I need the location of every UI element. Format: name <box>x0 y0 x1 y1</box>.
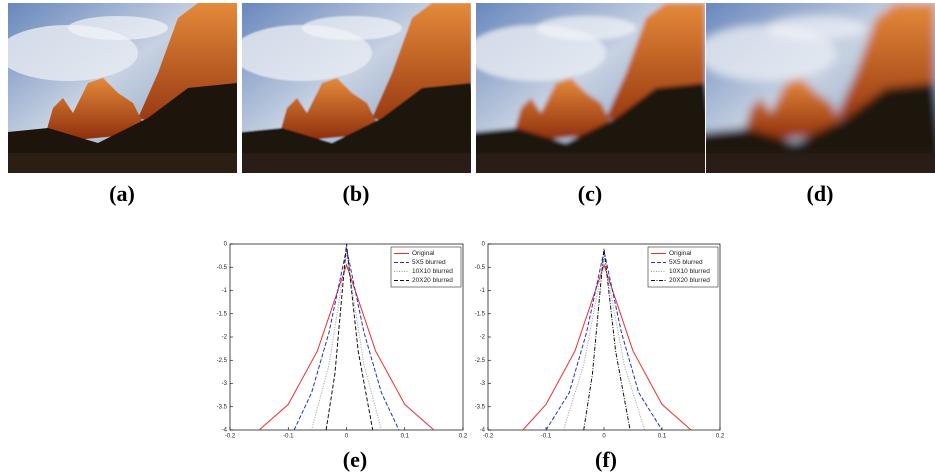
x-tick-label: 0 <box>345 434 349 440</box>
series-line <box>325 243 374 431</box>
caption: (c) <box>578 181 602 206</box>
caption: (b) <box>343 181 370 206</box>
legend-label: 5X5 blurred <box>669 259 703 266</box>
photo <box>8 3 237 173</box>
legend-label: 10X10 blurred <box>669 268 710 275</box>
y-tick-label: -2.5 <box>217 358 228 364</box>
caption: (a) <box>109 181 135 206</box>
x-tick-label: -0.1 <box>283 434 294 440</box>
y-tick-label: -2 <box>480 335 486 341</box>
series-line <box>545 250 663 431</box>
x-tick-label: 0.1 <box>658 434 667 440</box>
y-tick-label: -4 <box>480 428 486 434</box>
x-tick-label: 0 <box>602 434 606 440</box>
caption: (d) <box>807 181 834 206</box>
legend-label: 5X5 blurred <box>412 259 446 266</box>
y-tick-label: -0.5 <box>475 265 486 271</box>
y-tick-label: -1.5 <box>475 311 486 317</box>
x-tick-label: 0.2 <box>459 434 468 440</box>
x-tick-label: 0.2 <box>716 434 725 440</box>
photo <box>242 3 471 173</box>
x-tick-label: -0.2 <box>483 434 494 440</box>
legend-label: Original <box>669 250 692 257</box>
x-tick-label: 0.1 <box>401 434 410 440</box>
caption: (e) <box>343 447 367 472</box>
x-tick-label: -0.2 <box>225 434 236 440</box>
legend-label: Original <box>412 250 435 257</box>
y-tick-label: -3 <box>222 381 228 387</box>
caption: (f) <box>595 447 617 472</box>
y-tick-label: -3.5 <box>475 404 486 410</box>
y-tick-label: 0 <box>224 242 228 248</box>
y-tick-label: -2 <box>222 335 228 341</box>
series-line <box>311 253 382 431</box>
y-tick-label: -2.5 <box>475 358 486 364</box>
y-tick-label: -4 <box>222 428 228 434</box>
y-tick-label: -1 <box>480 288 486 294</box>
y-tick-label: -0.5 <box>217 265 228 271</box>
series-line <box>522 263 692 431</box>
series-line <box>583 248 631 431</box>
photo <box>476 3 705 173</box>
series-line <box>562 257 646 431</box>
legend-label: 10X10 blurred <box>412 268 453 275</box>
photo <box>706 3 935 173</box>
y-tick-label: -1.5 <box>217 311 228 317</box>
y-tick-label: -1 <box>222 288 228 294</box>
y-tick-label: 0 <box>482 242 486 248</box>
y-tick-label: -3.5 <box>217 404 228 410</box>
legend-label: 20X20 blurred <box>669 277 710 284</box>
series-line <box>258 263 435 431</box>
y-tick-label: -3 <box>480 381 486 387</box>
series-line <box>293 248 400 431</box>
legend-label: 20X20 blurred <box>412 277 453 284</box>
x-tick-label: -0.1 <box>541 434 552 440</box>
